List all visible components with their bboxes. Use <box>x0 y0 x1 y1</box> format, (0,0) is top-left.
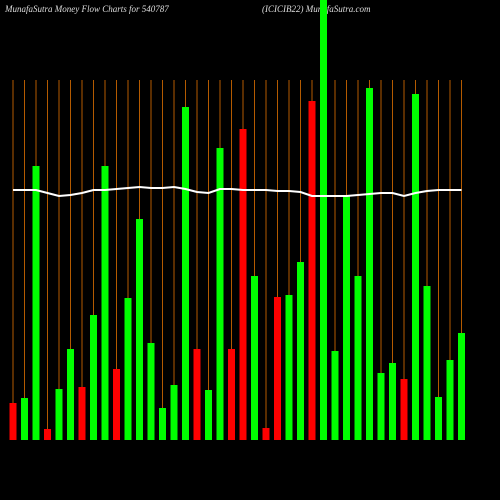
chart-subtitle: (ICICIB22) MunafaSutra.com <box>262 4 371 14</box>
bar <box>32 166 40 440</box>
bar <box>170 385 178 440</box>
bar <box>101 166 109 440</box>
bar <box>297 262 304 440</box>
bar <box>389 363 396 440</box>
bar <box>251 276 258 440</box>
bar <box>320 0 327 440</box>
bar <box>331 351 339 440</box>
bar <box>354 276 362 440</box>
chart-title: MunafaSutra Money Flow Charts for 540787 <box>4 4 169 14</box>
bar <box>274 297 281 440</box>
bar <box>193 349 201 440</box>
bar <box>343 196 350 440</box>
bar <box>308 101 316 440</box>
bar <box>136 219 143 440</box>
bar <box>44 429 51 440</box>
bar <box>205 390 212 440</box>
bar <box>285 295 293 440</box>
bar <box>458 333 465 440</box>
bar <box>90 315 97 440</box>
bar <box>262 428 270 440</box>
bar <box>366 88 373 440</box>
bar <box>124 298 132 440</box>
bar <box>9 403 17 440</box>
bar <box>377 373 385 440</box>
bar <box>182 107 189 440</box>
bar <box>55 389 63 440</box>
bar <box>21 398 28 440</box>
bar <box>216 148 224 440</box>
bar <box>446 360 454 440</box>
bar <box>67 349 74 440</box>
bar <box>228 349 235 440</box>
bar <box>423 286 431 440</box>
money-flow-line <box>13 185 462 198</box>
bar <box>78 387 86 440</box>
bar <box>147 343 155 440</box>
bar <box>400 379 408 440</box>
bar <box>113 369 120 440</box>
bar <box>239 129 247 440</box>
bar <box>412 94 419 440</box>
bar <box>435 397 442 440</box>
bar <box>159 408 166 440</box>
